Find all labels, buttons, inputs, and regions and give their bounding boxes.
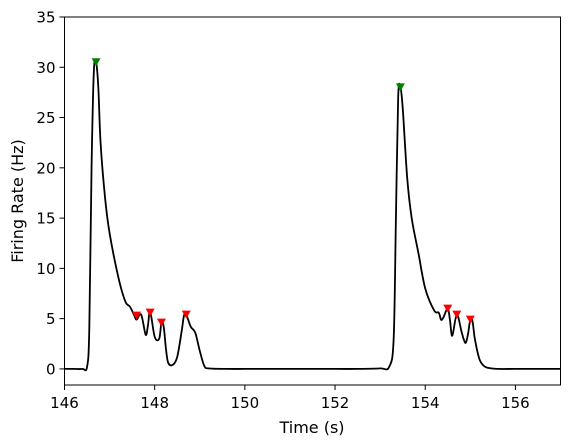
minor-peak-marker-6 [465, 315, 475, 324]
y-axis-ticks: 0 5 10 15 20 25 30 35 [36, 9, 65, 378]
minor-peak-marker-5 [452, 310, 462, 319]
major-peak-marker-1 [395, 83, 405, 92]
y-tick-label-5: 5 [46, 310, 56, 328]
y-tick-label-25: 25 [36, 109, 55, 127]
x-tick-label-148: 148 [140, 394, 169, 412]
y-tick-label-30: 30 [36, 59, 55, 77]
minor-peak-marker-1 [145, 308, 155, 317]
plot-area [64, 58, 561, 372]
y-axis-label: Firing Rate (Hz) [8, 139, 27, 263]
x-tick-label-152: 152 [321, 394, 350, 412]
minor-peak-marker-4 [443, 304, 453, 313]
axes-frame [64, 16, 561, 386]
y-tick-label-20: 20 [36, 159, 55, 177]
x-tick-label-150: 150 [231, 394, 260, 412]
y-tick-label-15: 15 [36, 210, 55, 228]
series-line-0 [64, 58, 561, 372]
x-tick-label-154: 154 [411, 394, 440, 412]
major-peak-marker-0 [91, 58, 101, 67]
x-tick-label-156: 156 [501, 394, 530, 412]
y-tick-label-10: 10 [36, 260, 55, 278]
minor-peak-marker-3 [181, 310, 191, 319]
y-tick-label-0: 0 [46, 360, 56, 378]
x-tick-label-146: 146 [50, 394, 79, 412]
x-axis-label: Time (s) [278, 418, 344, 437]
minor-peak-marker-0 [132, 311, 142, 320]
y-tick-label-35: 35 [36, 9, 55, 27]
x-axis-ticks: 146 148 150 152 154 156 [50, 385, 530, 412]
minor-peak-marker-2 [156, 318, 166, 327]
